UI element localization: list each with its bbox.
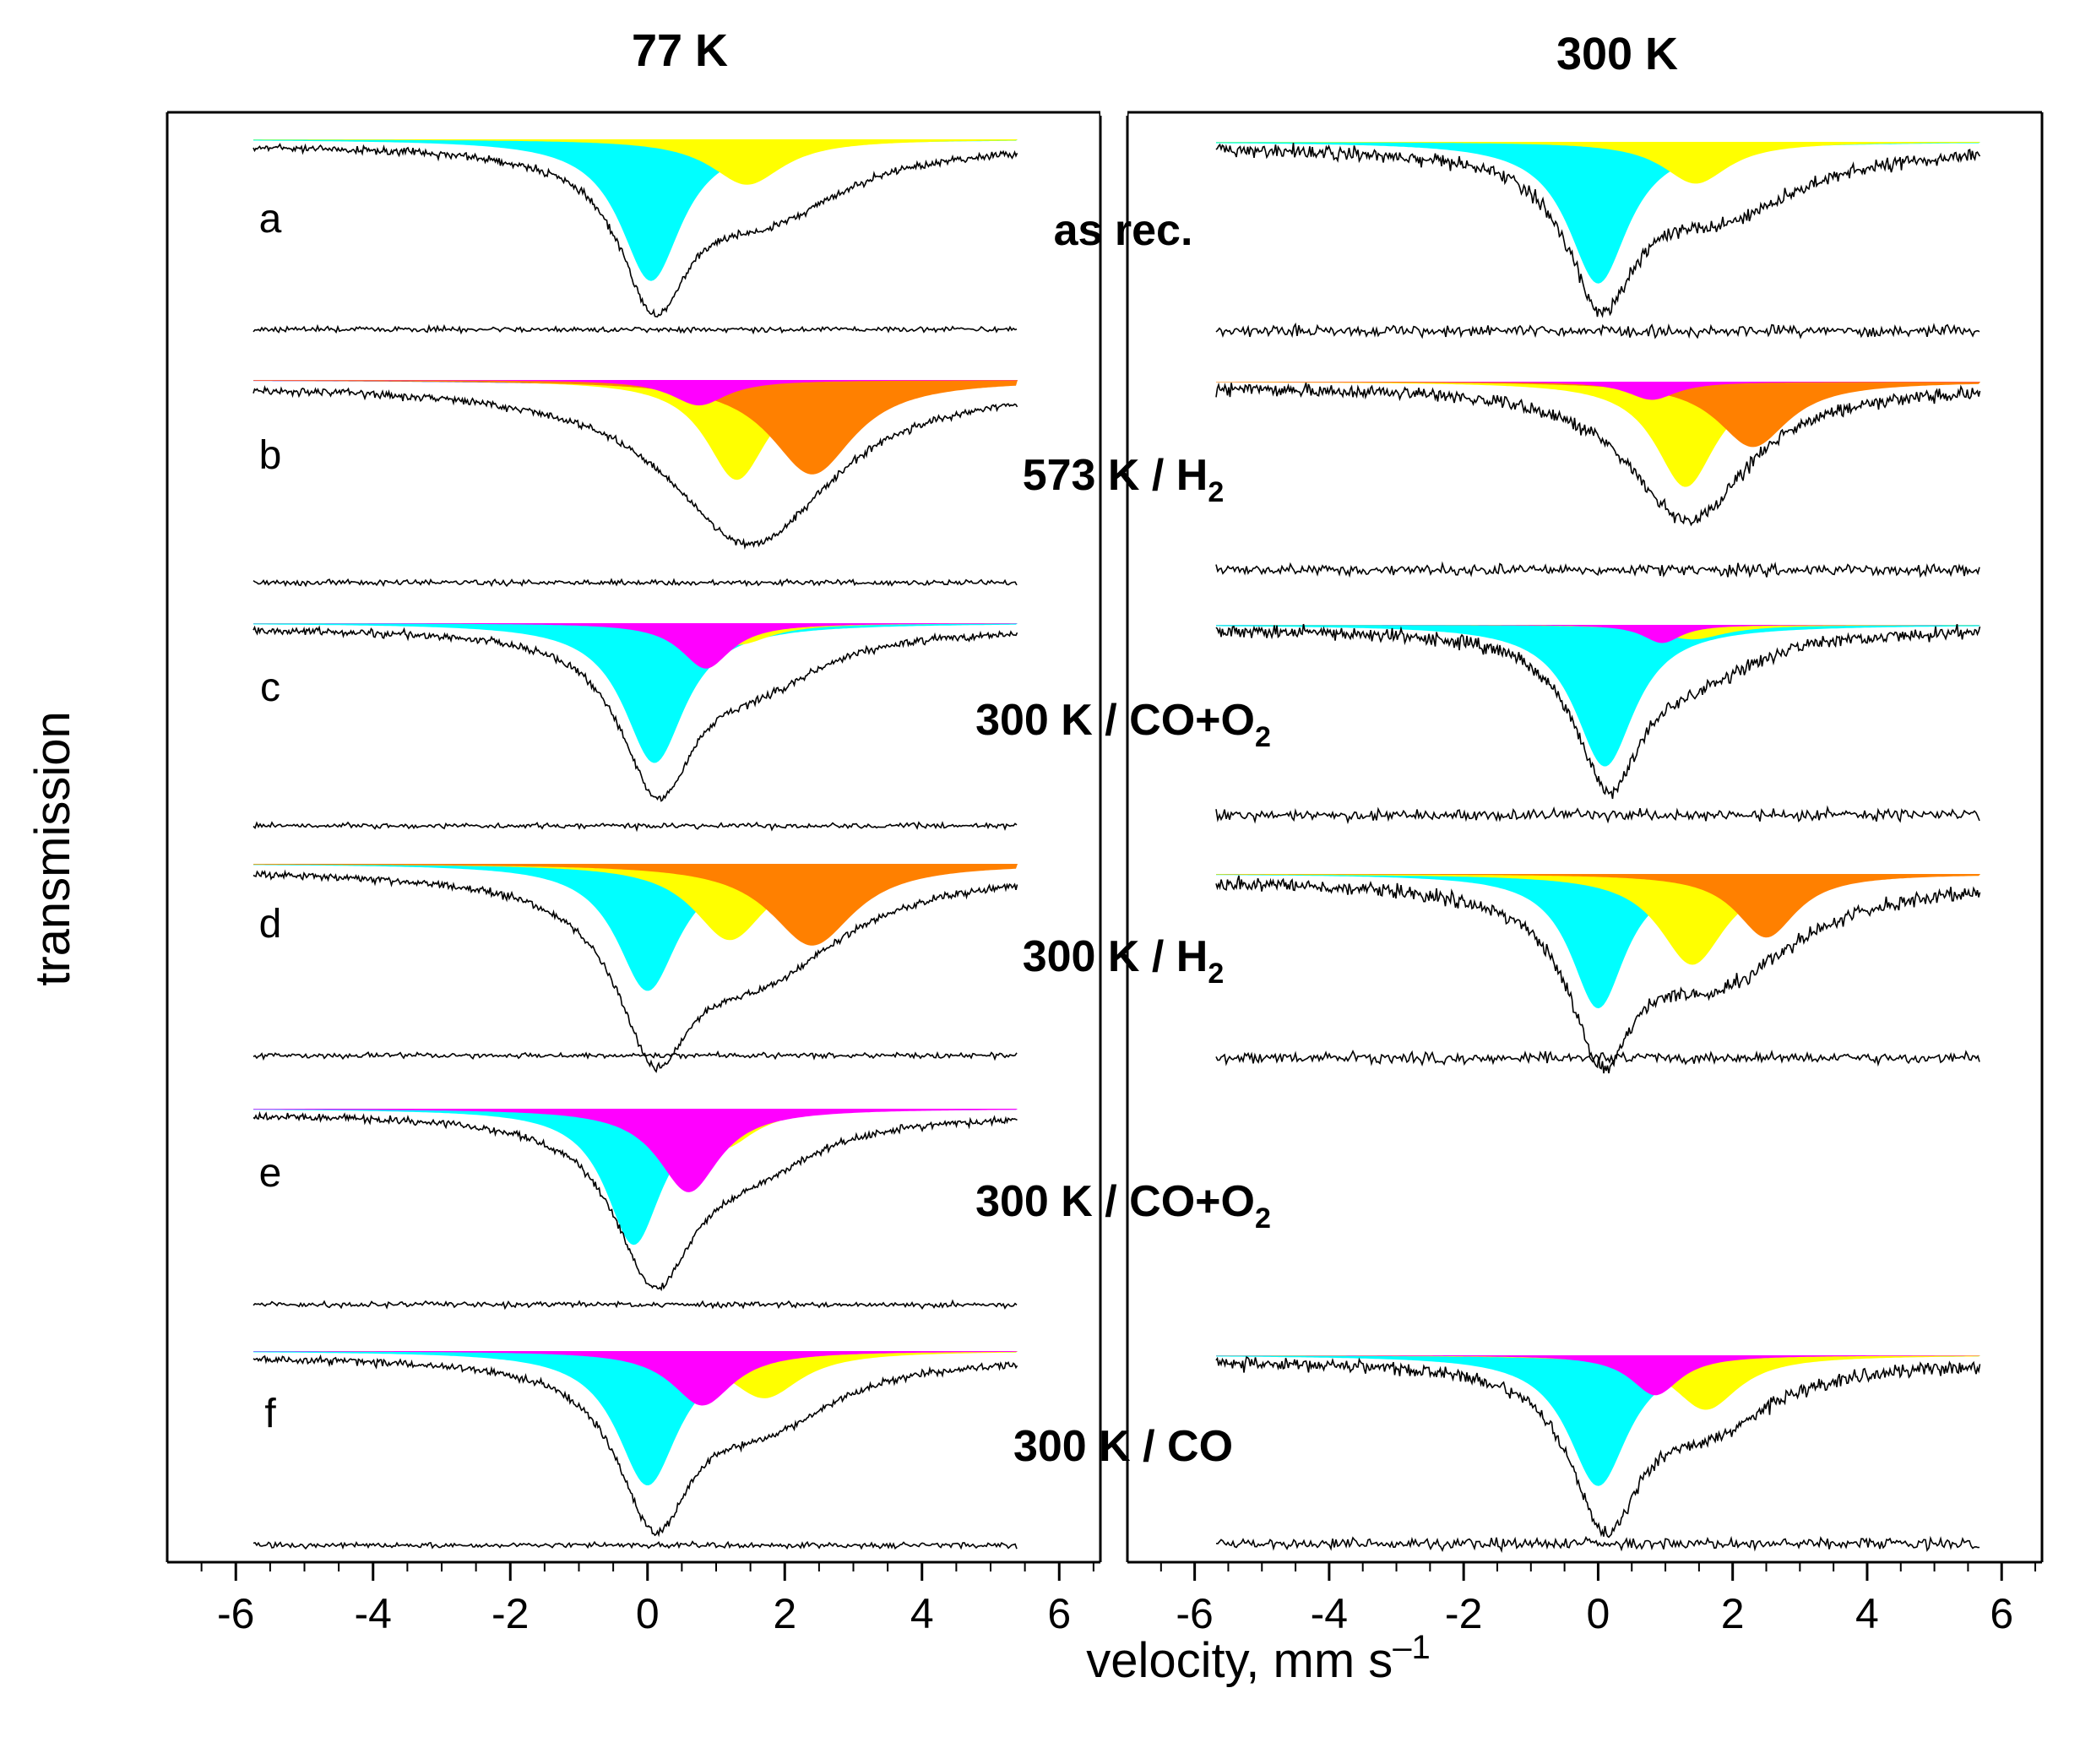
spectrum-d-77K [253, 864, 1018, 1073]
row-condition-text-a: as rec. [1054, 206, 1193, 255]
residual-trace-c-300K [1215, 805, 1980, 825]
x-tick-label-77K-0: -6 [217, 1590, 254, 1637]
component-cyan-f-77K [253, 1351, 1018, 1485]
row-letter-c: c [260, 665, 280, 710]
data-trace-a-77K [253, 143, 1018, 318]
row-condition-text-b: 573 K / H [1023, 451, 1208, 500]
component-orange-d-77K [253, 864, 1018, 946]
spectrum-e-77K [253, 1109, 1018, 1311]
spectrum-b-77K [253, 380, 1018, 588]
residual-trace-e-77K [253, 1299, 1018, 1311]
residual-trace-a-300K [1215, 322, 1980, 339]
component-cyan-e-77K [253, 1109, 1018, 1246]
row-condition-text-f: 300 K / CO [1013, 1422, 1233, 1471]
residual-trace-b-300K [1215, 561, 1980, 578]
x-tick-label-300K-5: 4 [1855, 1590, 1879, 1637]
residual-trace-b-77K [253, 578, 1018, 588]
data-trace-d-77K [253, 869, 1018, 1073]
row-condition-b: 573 K / H2 [1023, 451, 1225, 508]
residual-trace-d-300K [1215, 1049, 1980, 1067]
component-cyan-c-77K [253, 623, 1018, 763]
x-tick-label-300K-2: -2 [1445, 1590, 1482, 1637]
component-cyan-d-300K [1216, 874, 1980, 1009]
component-cyan-a-77K [253, 139, 1018, 281]
data-trace-d-300K [1215, 875, 1981, 1074]
row-condition-subscript-e: 2 [1255, 1202, 1271, 1235]
x-tick-label-77K-5: 4 [910, 1590, 934, 1637]
row-condition-a: as rec. [1054, 206, 1193, 255]
residual-trace-a-77K [253, 323, 1018, 335]
row-condition-subscript-d: 2 [1208, 958, 1224, 990]
row-condition-e: 300 K / CO+O2 [975, 1177, 1271, 1235]
component-orange-b-77K [253, 380, 1018, 475]
row-condition-c: 300 K / CO+O2 [975, 696, 1271, 753]
x-tick-label-77K-6: 6 [1047, 1590, 1071, 1637]
column-title-300K: 300 K [1556, 29, 1678, 79]
data-trace-f-77K [253, 1354, 1018, 1538]
component-cyan-c-300K [1216, 625, 1980, 767]
spectrum-b-300K [1215, 382, 1981, 578]
residual-trace-c-77K [253, 821, 1018, 833]
panel-gap [1100, 109, 1127, 116]
row-condition-text-c: 300 K / CO+O [975, 696, 1255, 745]
component-magenta-b-300K [1216, 382, 1980, 400]
data-trace-b-77K [253, 384, 1018, 550]
component-cyan-a-300K [1216, 142, 1980, 284]
spectrum-a-77K [253, 139, 1018, 335]
component-magenta-b-77K [253, 380, 1018, 406]
row-letter-a: a [259, 197, 282, 242]
spectrum-f-300K [1215, 1355, 1981, 1554]
spectrum-c-77K [253, 623, 1018, 833]
row-letter-f: f [264, 1392, 276, 1436]
row-condition-text-e: 300 K / CO+O [975, 1177, 1255, 1226]
row-letter-d: d [259, 902, 282, 947]
component-magenta-f-77K [253, 1351, 1018, 1406]
x-tick-label-300K-0: -6 [1176, 1590, 1213, 1637]
x-tick-label-77K-1: -4 [355, 1590, 392, 1637]
x-tick-label-300K-1: -4 [1311, 1590, 1348, 1637]
component-cyan-f-300K [1216, 1355, 1980, 1486]
column-title-77K: 77 K [632, 25, 728, 76]
x-tick-label-300K-3: 0 [1587, 1590, 1610, 1637]
row-condition-subscript-c: 2 [1255, 721, 1271, 753]
data-trace-a-300K [1215, 143, 1981, 318]
component-orange-d-300K [1216, 874, 1980, 938]
x-tick-label-77K-3: 0 [636, 1590, 660, 1637]
component-magenta-e-77K [253, 1109, 1018, 1192]
data-trace-c-300K [1215, 623, 1981, 800]
x-tick-label-300K-4: 2 [1721, 1590, 1745, 1637]
spectrum-a-300K [1215, 142, 1981, 339]
residual-trace-d-77K [253, 1050, 1018, 1061]
row-condition-subscript-b: 2 [1208, 476, 1224, 508]
x-axis-label-text: velocity, mm s [1086, 1633, 1393, 1688]
row-condition-text-d: 300 K / H [1023, 932, 1208, 981]
data-trace-b-300K [1215, 382, 1981, 527]
data-trace-c-77K [253, 625, 1018, 802]
data-trace-f-300K [1215, 1355, 1981, 1539]
component-yellow-f-77K [253, 1351, 1018, 1398]
row-letter-b: b [259, 433, 282, 478]
spectrum-c-300K [1215, 623, 1981, 825]
x-tick-label-77K-2: -2 [491, 1590, 529, 1637]
row-condition-f: 300 K / CO [1013, 1422, 1233, 1471]
y-axis-label: transmission [25, 711, 80, 986]
x-tick-label-77K-4: 2 [773, 1590, 796, 1637]
x-axis-label-unit-superscript: –1 [1393, 1629, 1431, 1666]
row-condition-d: 300 K / H2 [1023, 932, 1225, 990]
data-trace-e-77K [253, 1110, 1018, 1292]
panels: -6 -4 -2 0 2 4 6 -6 -4 -2 0 2 4 6 [166, 109, 2044, 1637]
component-orange-b-300K [1216, 382, 1980, 448]
residual-trace-f-300K [1215, 1535, 1980, 1554]
spectrum-d-300K [1215, 874, 1981, 1074]
row-letter-e: e [259, 1151, 282, 1196]
component-magenta-f-300K [1216, 1355, 1980, 1396]
x-tick-label-300K-6: 6 [1990, 1590, 2013, 1637]
residual-trace-f-77K [253, 1540, 1018, 1550]
component-cyan-d-77K [253, 864, 1018, 991]
x-axis-label: velocity, mm s–1 [1086, 1629, 1431, 1688]
spectrum-f-77K [253, 1351, 1018, 1550]
spectra [253, 139, 1981, 1554]
